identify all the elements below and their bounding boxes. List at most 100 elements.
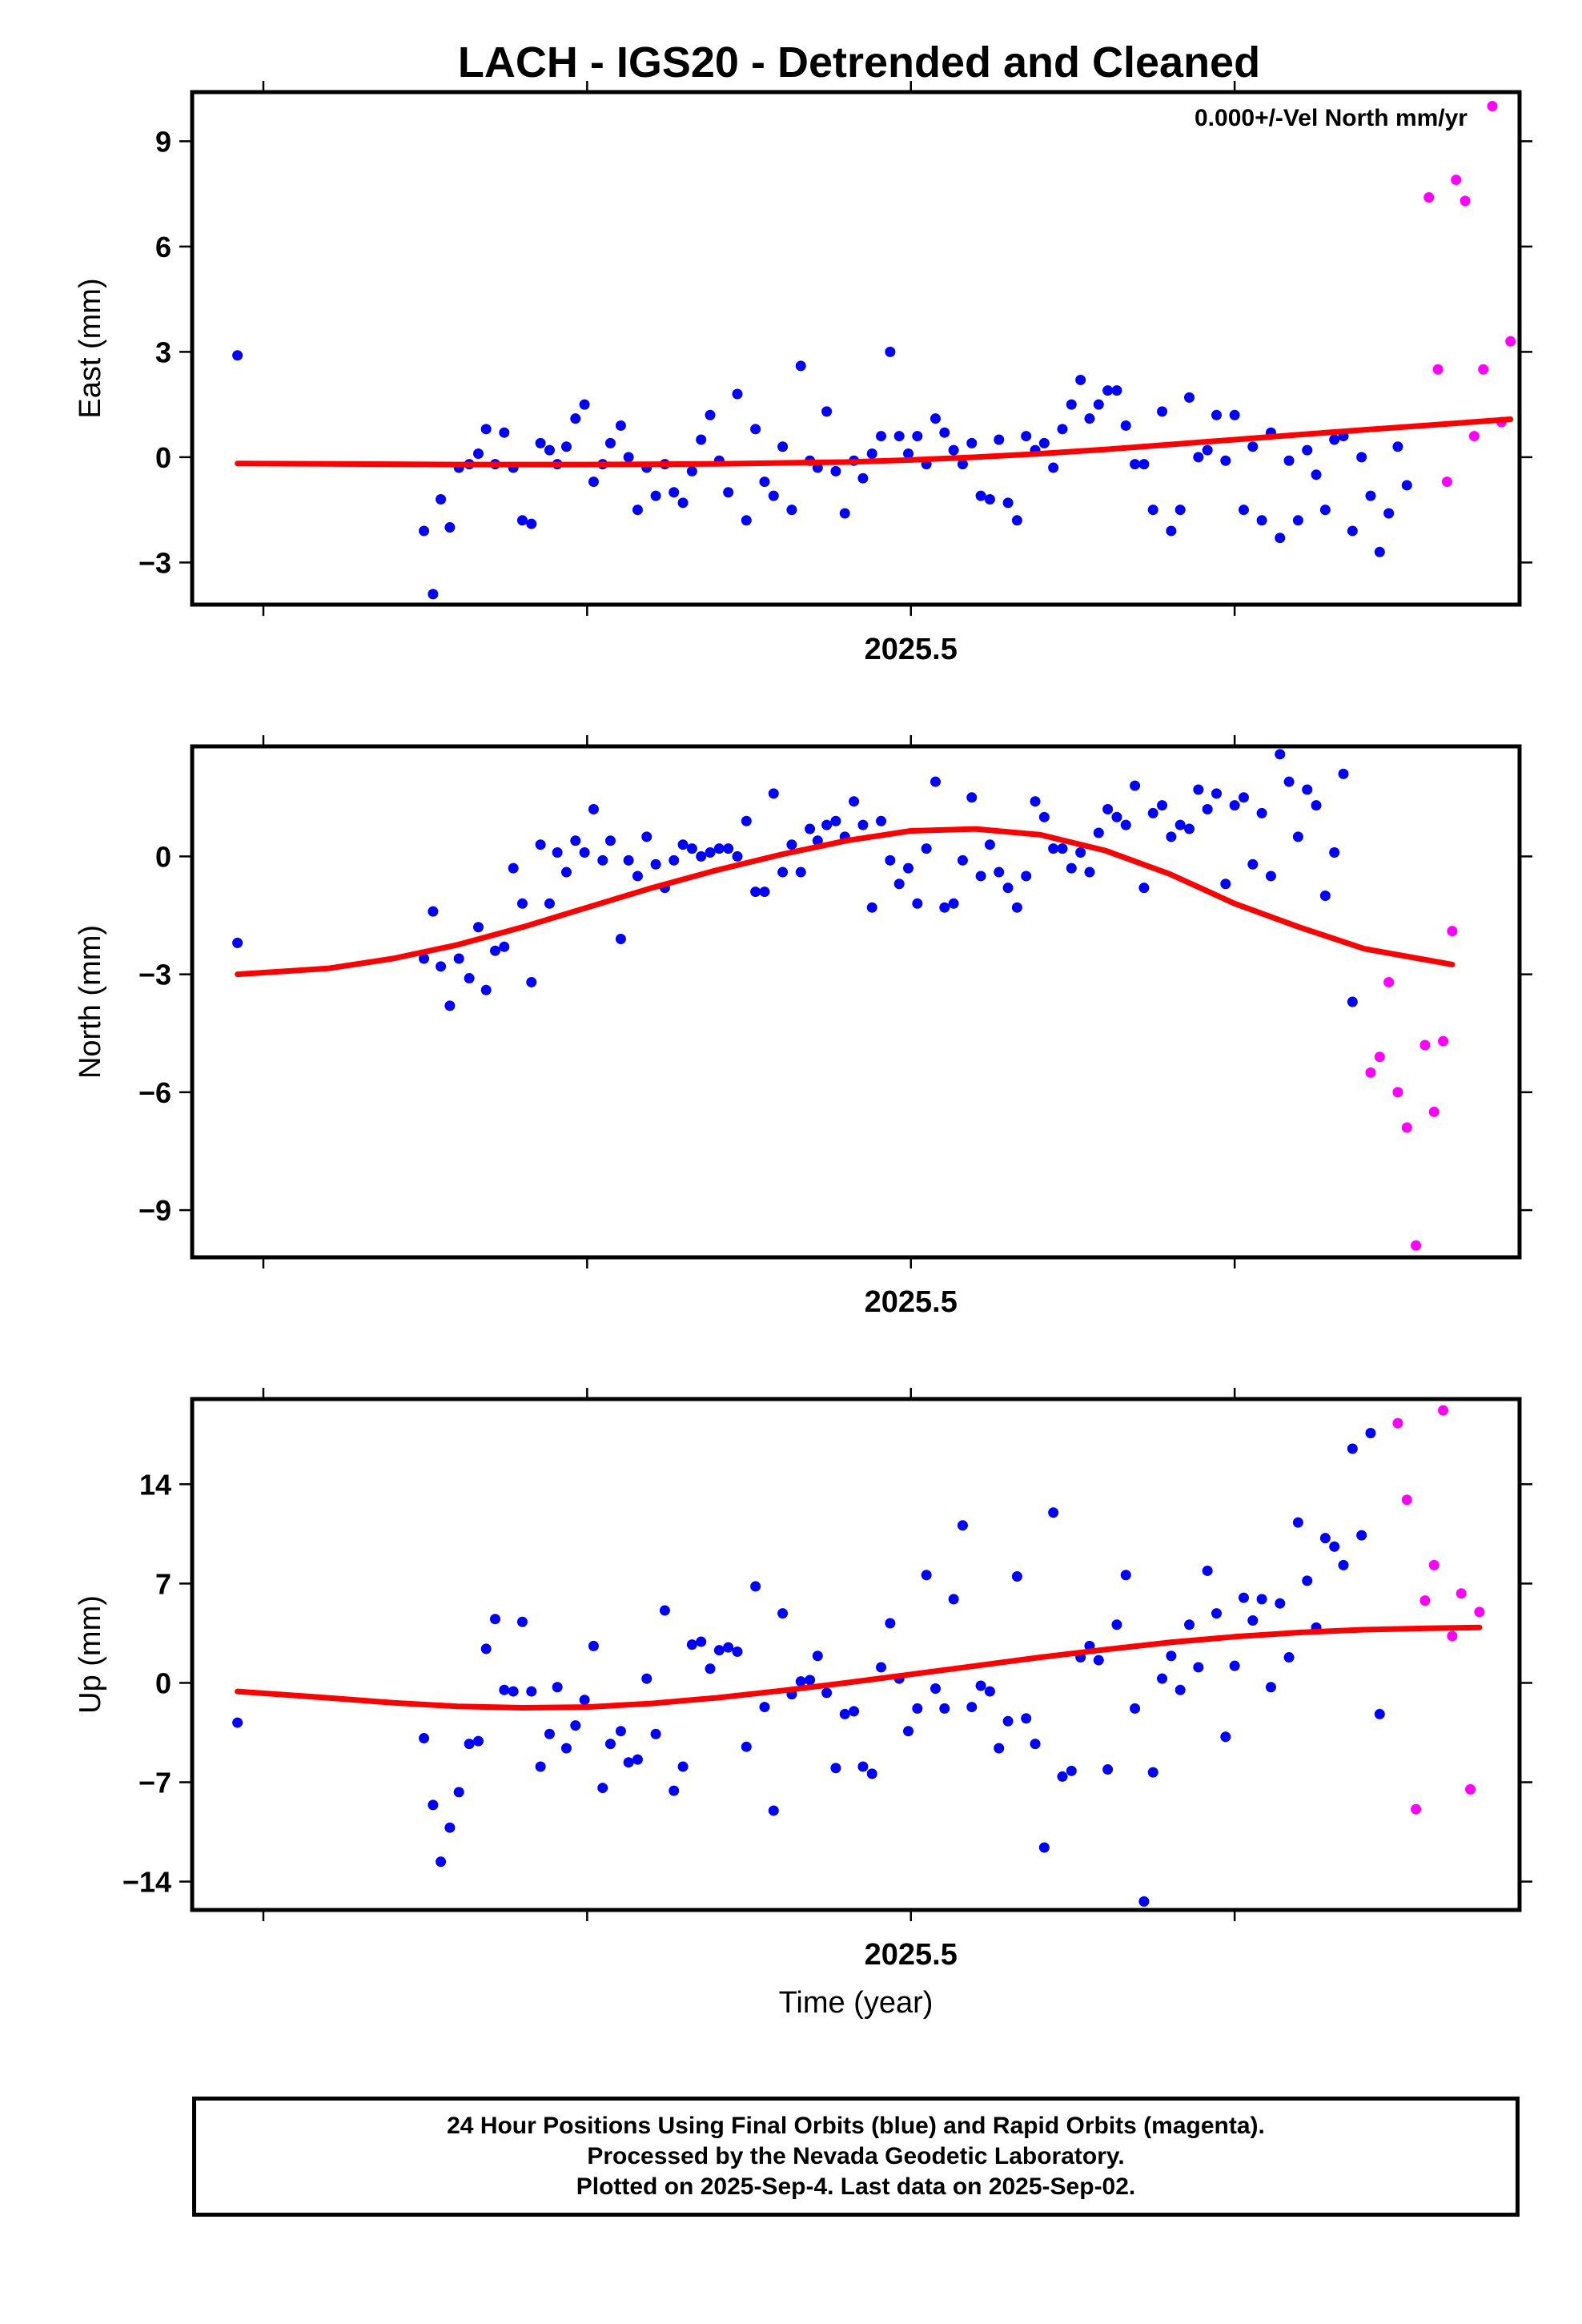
rapid-orbit-point (1401, 1494, 1412, 1506)
final-orbit-point (1011, 902, 1022, 913)
final-orbit-point (632, 505, 643, 516)
final-orbit-point (1365, 490, 1376, 501)
final-orbit-point (1211, 409, 1222, 420)
final-orbit-point (1247, 858, 1259, 870)
final-orbit-point (1138, 1896, 1150, 1907)
final-orbit-point (830, 1763, 841, 1774)
final-orbit-point (1066, 862, 1077, 874)
final-orbit-point (597, 854, 608, 866)
final-orbit-point (632, 1754, 643, 1765)
final-orbit-point (1166, 1651, 1177, 1662)
y-axis-label: Up (mm) (74, 1595, 107, 1714)
final-orbit-point (857, 1761, 869, 1772)
final-orbit-point (786, 839, 797, 850)
final-orbit-point (713, 843, 725, 854)
rapid-orbit-point (1365, 1067, 1376, 1078)
final-orbit-point (544, 898, 555, 909)
footer-line-2: Processed by the Nevada Geodetic Laborat… (587, 2143, 1125, 2169)
final-orbit-point (560, 866, 572, 878)
final-orbit-point (1038, 1842, 1050, 1853)
final-orbit-point (1292, 1517, 1303, 1528)
final-orbit-point (1184, 823, 1195, 834)
final-orbit-point (499, 1684, 510, 1695)
final-orbit-point (759, 1702, 770, 1713)
final-orbit-point (876, 815, 887, 826)
final-orbit-point (921, 843, 932, 854)
final-orbit-point (1048, 462, 1059, 473)
final-orbit-point (650, 1728, 661, 1739)
final-orbit-point (975, 1680, 986, 1691)
rapid-orbit-point (1419, 1039, 1431, 1051)
final-orbit-point (1202, 444, 1213, 456)
final-orbit-point (1220, 1731, 1231, 1743)
final-orbit-point (750, 1581, 761, 1592)
final-orbit-point (1184, 392, 1195, 403)
final-orbit-point (912, 431, 923, 442)
final-orbit-point (713, 1645, 725, 1656)
y-tick-label: 3 (155, 336, 171, 368)
final-orbit-point (615, 420, 626, 431)
rapid-orbit-point (1428, 1106, 1439, 1117)
final-orbit-point (419, 1733, 430, 1744)
final-orbit-point (1265, 870, 1276, 882)
y-tick-label: 0 (155, 840, 171, 873)
final-orbit-point (777, 441, 789, 452)
final-orbit-point (560, 441, 572, 452)
final-orbit-point (696, 1636, 707, 1647)
panel-1: 2025.5 −3 0 3 6 9 East (mm) 0.000+/-Vel North m… (74, 81, 1532, 666)
final-orbit-point (723, 1642, 734, 1653)
final-orbit-point (1247, 1614, 1259, 1626)
final-orbit-point (984, 493, 995, 505)
final-orbit-point (1238, 505, 1249, 516)
final-orbit-point (759, 887, 770, 898)
final-orbit-point (508, 1686, 519, 1697)
final-orbit-point (1048, 1507, 1059, 1518)
final-orbit-point (1102, 1764, 1114, 1775)
y-axis-label: East (mm) (74, 278, 107, 418)
final-orbit-point (516, 515, 528, 526)
final-orbit-point (1229, 800, 1240, 811)
final-orbit-point (705, 847, 716, 858)
y-tick-label: 14 (139, 1468, 171, 1501)
final-orbit-point (1111, 1619, 1122, 1630)
rapid-orbit-point (1460, 195, 1471, 207)
final-orbit-point (1302, 1575, 1313, 1586)
final-orbit-point (615, 933, 626, 944)
final-orbit-point (966, 437, 978, 448)
final-orbit-point (696, 434, 707, 445)
final-orbit-point (876, 1662, 887, 1673)
final-orbit-point (604, 1739, 616, 1750)
rapid-orbit-point (1432, 364, 1443, 375)
final-orbit-point (893, 431, 905, 442)
final-orbit-point (453, 953, 464, 964)
final-orbit-point (912, 1703, 923, 1714)
final-orbit-point (588, 804, 599, 815)
final-orbit-point (1347, 525, 1358, 537)
final-orbit-point (1174, 1684, 1186, 1695)
final-orbit-point (428, 1799, 439, 1811)
final-orbit-point (516, 898, 528, 909)
final-orbit-point (480, 1643, 492, 1655)
final-orbit-point (857, 472, 869, 484)
final-orbit-point (641, 1673, 652, 1684)
y-axis-label: North (mm) (74, 925, 107, 1079)
final-orbit-point (786, 505, 797, 516)
final-orbit-point (1111, 811, 1122, 822)
final-orbit-point (588, 476, 599, 488)
final-orbit-point (1211, 1608, 1222, 1619)
final-orbit-point (490, 945, 501, 956)
final-orbit-point (544, 444, 555, 456)
final-orbit-point (1302, 784, 1313, 795)
final-orbit-point (1275, 749, 1286, 760)
final-orbit-point (604, 437, 616, 448)
final-orbit-point (866, 448, 877, 460)
final-orbit-point (1229, 409, 1240, 420)
final-orbit-point (768, 490, 779, 501)
final-orbit-point (768, 1805, 779, 1816)
final-orbit-point (984, 1686, 995, 1697)
final-orbit-point (1329, 847, 1340, 858)
final-orbit-point (1220, 879, 1231, 890)
final-orbit-point (1057, 843, 1068, 854)
x-axis-label: Time (year) (779, 1986, 934, 2020)
final-orbit-point (464, 973, 475, 984)
